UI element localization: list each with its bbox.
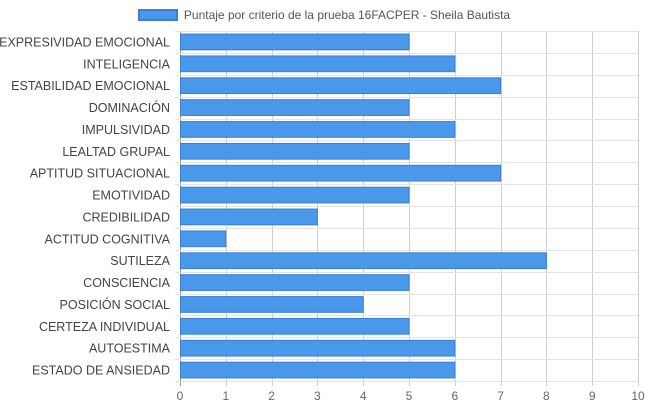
x-tick-label: 5 [406, 389, 413, 403]
x-tick-label: 9 [589, 389, 596, 403]
x-tick-label: 8 [543, 389, 550, 403]
y-category-label: SUTILEZA [110, 254, 170, 268]
y-category-label: ESTADO DE ANSIEDAD [32, 364, 170, 378]
y-category-label: INTELIGENCIA [83, 57, 170, 71]
x-tick-label: 6 [451, 389, 458, 403]
bar [180, 121, 456, 138]
x-tick-label: 4 [360, 389, 367, 403]
bar [180, 339, 456, 357]
bar [180, 55, 456, 73]
bar [180, 317, 410, 335]
y-category-label: CREDIBILIDAD [82, 210, 170, 224]
y-category-label: LEALTAD GRUPAL [62, 145, 170, 159]
bar [180, 296, 364, 313]
y-category-label: AUTOESTIMA [89, 342, 171, 356]
bar [180, 274, 410, 291]
x-tick-label: 1 [222, 389, 229, 403]
legend-label: Puntaje por criterio de la prueba 16FACP… [183, 8, 511, 22]
bar [180, 142, 410, 160]
y-category-label: CONSCIENCIA [83, 276, 170, 290]
y-category-label: ESTABILIDAD EMOCIONAL [11, 79, 170, 93]
y-category-label: IMPULSIVIDAD [82, 123, 170, 137]
y-category-label: EXPRESIVIDAD EMOCIONAL [0, 35, 170, 49]
x-tick-label: 3 [314, 389, 321, 403]
bar [180, 208, 318, 226]
bar [180, 252, 547, 270]
y-category-label: POSICIÓN SOCIAL [60, 297, 170, 312]
bar [180, 77, 502, 95]
y-category-label: EMOTIVIDAD [92, 189, 170, 203]
bar [180, 186, 410, 204]
x-tick-label: 0 [177, 389, 184, 403]
legend-swatch [137, 9, 178, 21]
x-tick-label: 7 [497, 389, 504, 403]
bar [180, 230, 227, 248]
bar [180, 99, 410, 116]
chart-legend[interactable]: Puntaje por criterio de la prueba 16FACP… [0, 6, 648, 24]
y-category-label: DOMINACIÓN [89, 100, 170, 115]
x-tick-label: 2 [268, 389, 275, 403]
y-category-label: ACTITUD COGNITIVA [45, 232, 171, 246]
y-category-label: CERTEZA INDIVIDUAL [39, 320, 170, 334]
bar [180, 33, 410, 51]
bar [180, 164, 502, 182]
y-category-label: APTITUD SITUACIONAL [30, 167, 170, 181]
x-tick-label: 10 [631, 389, 645, 403]
bar [180, 361, 456, 379]
